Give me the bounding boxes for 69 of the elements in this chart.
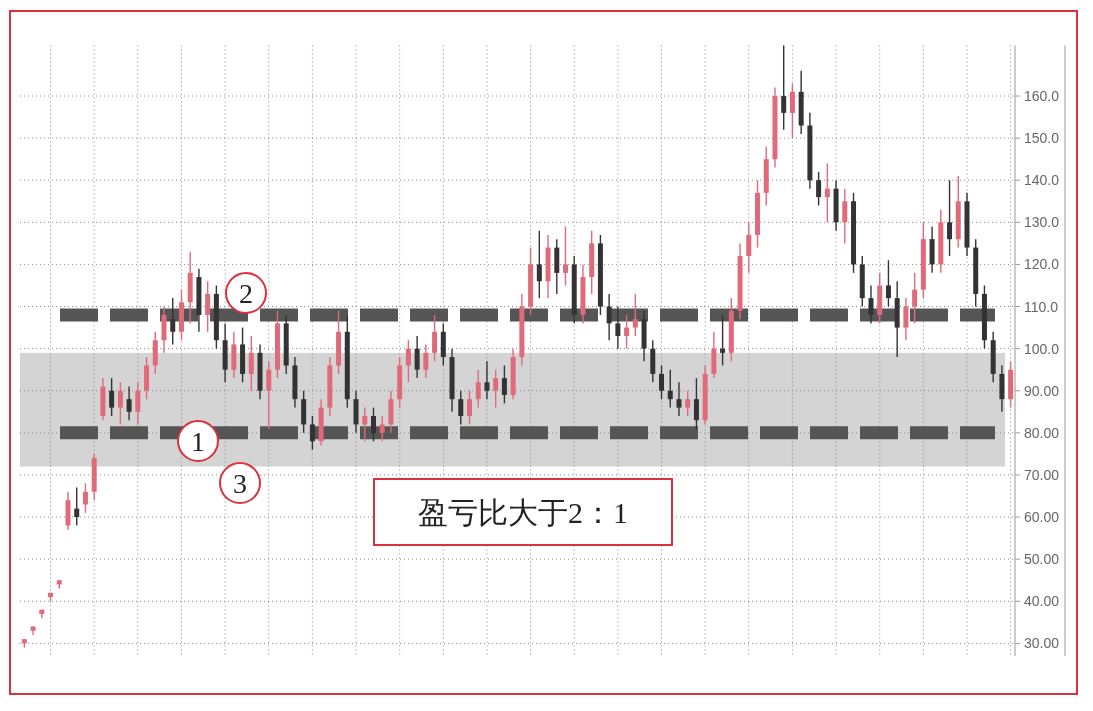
candlestick xyxy=(432,314,438,362)
circled-note: 1 xyxy=(177,420,219,462)
candlestick xyxy=(266,360,272,430)
candlestick xyxy=(789,82,795,139)
candlestick xyxy=(493,369,499,409)
y-tick-label: 130.0 xyxy=(1024,214,1060,231)
candlestick xyxy=(423,343,429,379)
candlestick xyxy=(309,415,315,451)
candlestick xyxy=(170,297,176,346)
y-tick-label: 90.00 xyxy=(1024,382,1060,399)
candlestick xyxy=(885,259,891,308)
candlestick xyxy=(74,486,80,527)
candlestick xyxy=(362,406,368,442)
candlestick xyxy=(414,335,420,379)
annotation: 3 xyxy=(233,468,247,499)
candlestick xyxy=(475,369,481,409)
y-tick-label: 50.00 xyxy=(1024,551,1060,568)
y-tick-label: 100.0 xyxy=(1024,340,1060,357)
y-tick-label: 40.00 xyxy=(1024,593,1060,610)
candlestick xyxy=(205,280,211,333)
candlestick xyxy=(484,360,490,400)
candlestick xyxy=(467,390,472,426)
candlestick xyxy=(135,381,141,426)
candlestick xyxy=(536,230,542,299)
candlestick xyxy=(379,415,385,442)
candlestick xyxy=(458,390,464,426)
candlestick xyxy=(746,221,752,274)
y-tick-label: 160.0 xyxy=(1024,88,1060,105)
y-tick-label: 120.0 xyxy=(1024,256,1060,273)
candlestick xyxy=(720,314,726,367)
candlestick xyxy=(624,314,630,350)
y-tick-label: 110.0 xyxy=(1024,298,1059,315)
candlestick xyxy=(501,364,507,405)
candlestick xyxy=(248,335,254,392)
y-tick-label: 140.0 xyxy=(1024,172,1060,189)
candlestick xyxy=(82,482,88,514)
candlestick xyxy=(370,406,376,442)
candlestick xyxy=(903,297,909,341)
candlestick xyxy=(667,369,673,409)
candlestick xyxy=(947,179,953,257)
candlestick xyxy=(632,293,638,337)
candlestick xyxy=(126,385,132,421)
annotation: 盈亏比大于2：1 xyxy=(418,496,628,529)
annotation: 1 xyxy=(191,426,205,457)
candlestick xyxy=(563,225,568,287)
candlestick xyxy=(868,284,874,325)
circled-note: 2 xyxy=(225,272,267,314)
candlestick xyxy=(405,339,411,384)
y-tick-label: 80.00 xyxy=(1024,424,1060,441)
candlestick xyxy=(912,272,918,325)
candlestick xyxy=(606,293,612,341)
candlestick xyxy=(109,377,115,417)
candlestick xyxy=(824,162,830,224)
candlestick xyxy=(615,305,621,350)
candlestick xyxy=(842,187,848,245)
candlestick xyxy=(816,171,822,207)
candlestick xyxy=(693,377,699,430)
y-tick-label: 60.00 xyxy=(1024,509,1060,526)
candlestick xyxy=(659,364,665,400)
annotation: 2 xyxy=(239,278,253,309)
candlestick xyxy=(685,390,691,417)
y-tick-label: 30.00 xyxy=(1024,635,1060,652)
y-tick-label: 70.00 xyxy=(1024,466,1060,483)
circled-note: 3 xyxy=(219,462,261,504)
candlestick xyxy=(676,381,682,417)
candlestick xyxy=(117,381,123,426)
y-tick-label: 150.0 xyxy=(1024,130,1060,147)
boxed-note: 盈亏比大于2：1 xyxy=(373,478,673,546)
candlestick xyxy=(781,44,787,131)
